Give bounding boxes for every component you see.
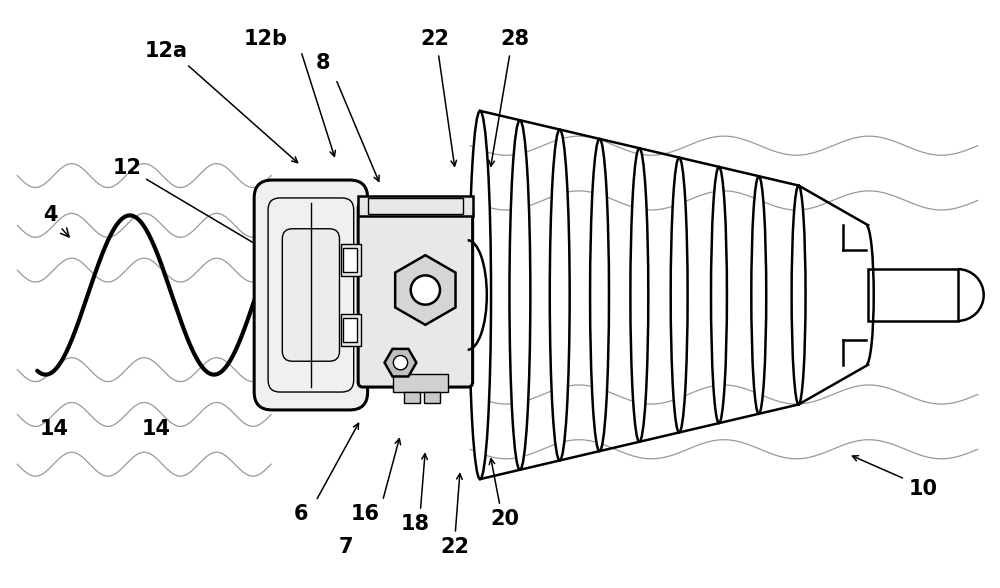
Text: 12: 12 [112, 158, 287, 263]
Ellipse shape [590, 139, 609, 451]
Bar [341, 244, 361, 276]
Bar [868, 269, 958, 321]
Bar [341, 314, 361, 346]
Ellipse shape [469, 111, 491, 479]
Bar [343, 248, 357, 272]
Text: 20: 20 [490, 509, 519, 529]
Text: 14: 14 [40, 419, 69, 439]
Text: 16: 16 [351, 504, 380, 524]
Ellipse shape [711, 167, 727, 423]
Bar [424, 392, 440, 403]
Text: 4: 4 [43, 205, 69, 237]
Text: 28: 28 [500, 29, 529, 49]
Text: 10: 10 [908, 479, 937, 499]
Bar [368, 198, 463, 214]
Text: 18: 18 [401, 514, 430, 534]
FancyBboxPatch shape [254, 180, 368, 410]
Bar [358, 196, 473, 216]
Text: 6: 6 [294, 504, 308, 524]
Ellipse shape [630, 148, 648, 442]
Text: 12a: 12a [145, 41, 188, 61]
Text: 14: 14 [142, 419, 171, 439]
Ellipse shape [792, 186, 806, 405]
Text: 7: 7 [338, 537, 353, 557]
Bar [868, 269, 984, 321]
Ellipse shape [671, 158, 688, 432]
Bar [343, 318, 357, 342]
Bar [404, 392, 420, 403]
Circle shape [411, 275, 440, 305]
Ellipse shape [509, 120, 530, 470]
Text: 22: 22 [441, 537, 470, 557]
FancyBboxPatch shape [358, 203, 473, 387]
Circle shape [393, 356, 408, 370]
Polygon shape [395, 255, 456, 325]
Bar [393, 373, 448, 392]
Ellipse shape [751, 176, 766, 414]
Text: 8: 8 [316, 53, 330, 73]
Text: 12b: 12b [244, 29, 288, 49]
Ellipse shape [550, 129, 570, 460]
FancyBboxPatch shape [282, 229, 339, 361]
Polygon shape [385, 349, 416, 376]
Text: 22: 22 [421, 29, 450, 49]
